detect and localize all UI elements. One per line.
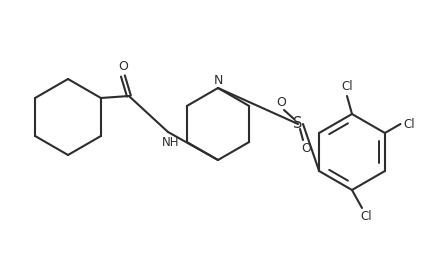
Text: Cl: Cl: [341, 81, 353, 94]
Text: N: N: [213, 73, 223, 86]
Text: Cl: Cl: [404, 118, 415, 131]
Text: O: O: [118, 60, 128, 73]
Text: O: O: [301, 143, 311, 156]
Text: Cl: Cl: [360, 209, 372, 222]
Text: O: O: [276, 95, 286, 109]
Text: S: S: [293, 116, 303, 131]
Text: NH: NH: [162, 135, 180, 149]
